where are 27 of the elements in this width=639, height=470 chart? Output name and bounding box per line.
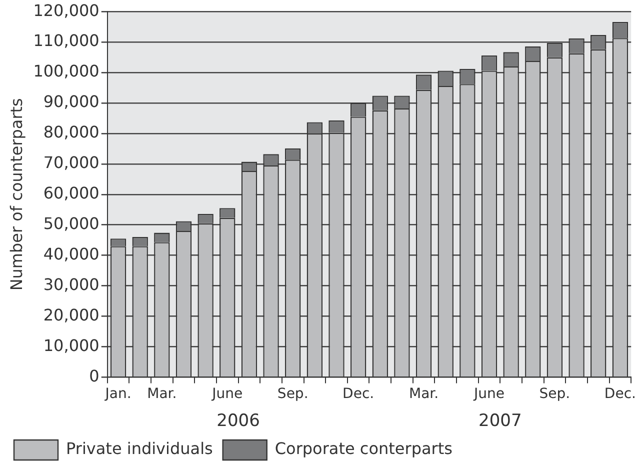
- x-tick-label: Mar.: [147, 386, 177, 402]
- y-tick-label: 70,000: [43, 153, 100, 172]
- x-tick-label: Dec.: [604, 386, 636, 402]
- x-tick-label: Dec.: [342, 386, 374, 402]
- y-tick-label: 50,000: [43, 214, 100, 234]
- x-tick-label: Sep.: [539, 386, 570, 402]
- y-tick-label: 40,000: [43, 244, 100, 264]
- y-tick-label: 10,000: [43, 336, 100, 355]
- text: 2007: [478, 410, 522, 431]
- y-tick-label: 20,000: [43, 305, 100, 324]
- y-tick-label: 90,000: [43, 92, 100, 112]
- y-tick-label: 110,000: [33, 31, 100, 50]
- y-tick-label: 60,000: [43, 184, 100, 203]
- x-tick-label: June: [473, 386, 505, 402]
- x-tick-label: Jan.: [104, 386, 132, 402]
- y-axis-title: Number of counterparts: [6, 98, 26, 291]
- y-tick-label: 100,000: [33, 62, 100, 81]
- legend-label: Corporate conterparts: [274, 439, 452, 458]
- x-tick-label: Mar.: [408, 386, 439, 402]
- x-tick-label: Sep.: [277, 386, 308, 402]
- y-tick-label: 30,000: [43, 274, 100, 294]
- text: 2006: [216, 410, 260, 431]
- y-tick-label: 80,000: [43, 122, 100, 142]
- y-tick-label: 120,000: [33, 0, 100, 20]
- y-tick-label: 0: [89, 366, 100, 386]
- legend-label: Private individuals: [66, 439, 213, 458]
- x-tick-label: June: [211, 386, 243, 402]
